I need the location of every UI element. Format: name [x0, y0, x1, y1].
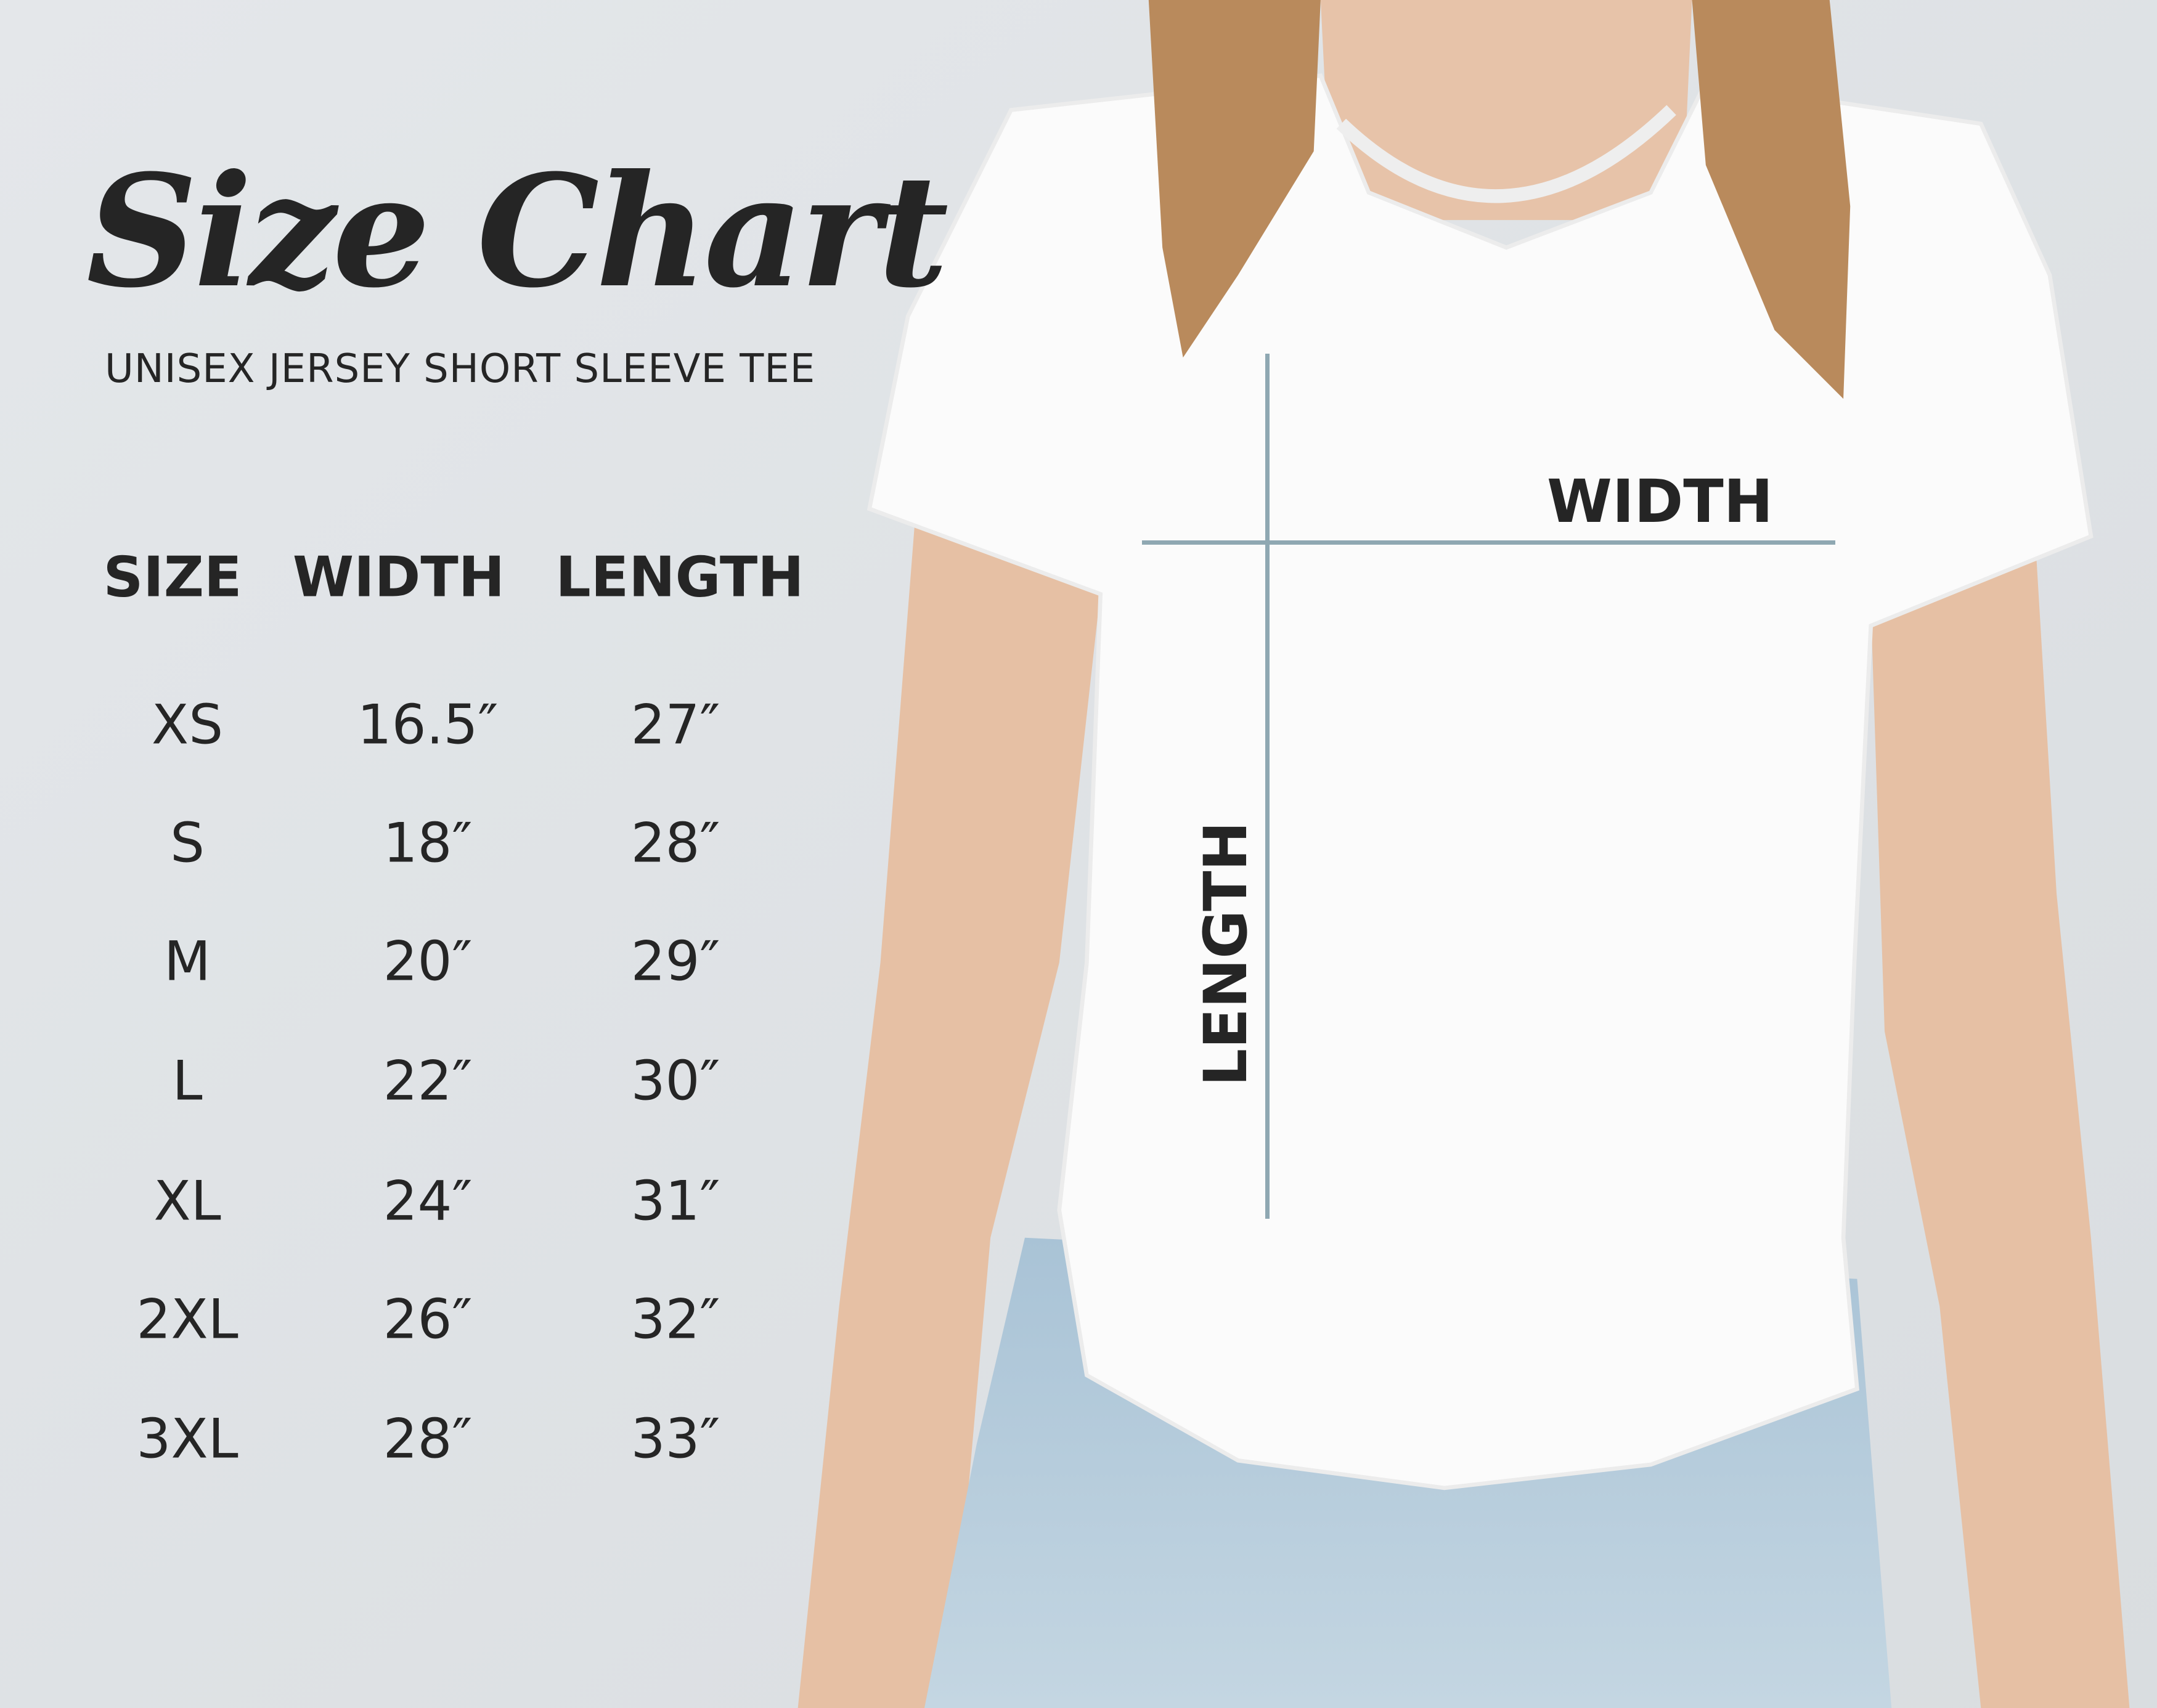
- cell-size: XL: [153, 1169, 221, 1233]
- cell-width: 20″: [383, 929, 473, 993]
- subtitle: UNISEX JERSEY SHORT SLEEVE TEE: [105, 346, 816, 392]
- collar: [1336, 105, 1676, 203]
- cell-length: 32″: [630, 1287, 720, 1351]
- cell-size: 2XL: [136, 1287, 239, 1351]
- width-line: [1142, 540, 1835, 545]
- cell-width: 28″: [383, 1407, 473, 1471]
- cell-length: 33″: [630, 1407, 720, 1471]
- cell-length: 28″: [630, 811, 720, 875]
- length-label: LENGTH: [1191, 821, 1260, 1087]
- cell-length: 30″: [630, 1049, 720, 1113]
- cell-width: 16.5″: [357, 693, 499, 757]
- cell-width: 26″: [383, 1287, 473, 1351]
- cell-length: 31″: [630, 1169, 720, 1233]
- cell-size: XS: [151, 693, 224, 757]
- cell-width: 22″: [383, 1049, 473, 1113]
- cell-size: S: [170, 811, 205, 875]
- cell-size: M: [164, 929, 211, 993]
- cell-width: 24″: [383, 1169, 473, 1233]
- title: Size Chart: [86, 140, 948, 322]
- header-width: WIDTH: [292, 545, 505, 610]
- cell-width: 18″: [383, 811, 473, 875]
- length-line: [1265, 354, 1270, 1219]
- cell-length: 29″: [630, 929, 720, 993]
- width-label: WIDTH: [1547, 467, 1774, 536]
- t-shirt: [866, 73, 2094, 1490]
- header-length: LENGTH: [555, 545, 804, 610]
- cell-size: L: [172, 1049, 203, 1113]
- cell-size: 3XL: [136, 1407, 239, 1471]
- header-size: SIZE: [103, 545, 242, 610]
- cell-length: 27″: [630, 693, 720, 757]
- hair: [1148, 0, 1851, 399]
